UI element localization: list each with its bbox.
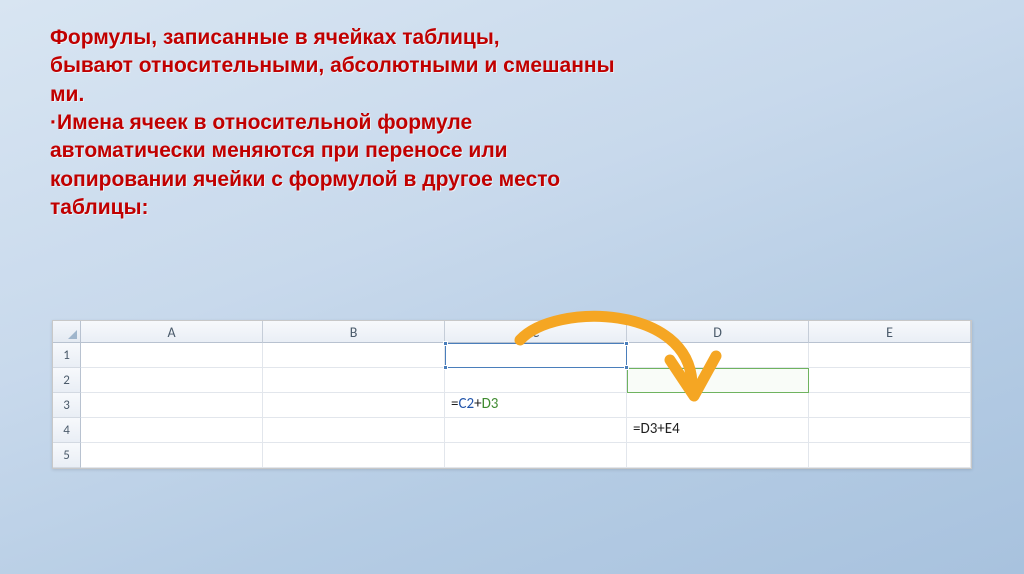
cell-B3[interactable] xyxy=(263,393,445,418)
col-header-A[interactable]: A xyxy=(81,321,263,343)
column-header-row: A B C D E xyxy=(53,321,971,343)
row-header-1[interactable]: 1 xyxy=(53,343,81,368)
row-3: 3 =C2+D3 xyxy=(53,393,971,418)
heading-line-6: копировании ячейки с формулой в другое м… xyxy=(50,168,560,191)
cell-C4[interactable] xyxy=(445,418,627,443)
heading-line-4: ·Имена ячеек в относительной формуле xyxy=(50,111,472,134)
select-all-corner[interactable] xyxy=(53,321,81,343)
cell-C3-plus: + xyxy=(474,395,481,413)
col-header-E[interactable]: E xyxy=(809,321,971,343)
cell-B1[interactable] xyxy=(263,343,445,368)
cell-C5[interactable] xyxy=(445,443,627,468)
heading-line-2: бывают относительными, абсолютными и сме… xyxy=(50,54,615,77)
cell-C3-ref1: C2 xyxy=(458,395,474,413)
cell-A3[interactable] xyxy=(81,393,263,418)
cell-C1[interactable] xyxy=(445,343,627,368)
cell-A1[interactable] xyxy=(81,343,263,368)
col-header-C[interactable]: C xyxy=(445,321,627,343)
heading-line-3: ми. xyxy=(50,83,84,106)
row-1: 1 xyxy=(53,343,971,368)
cell-E4[interactable] xyxy=(809,418,971,443)
cell-B2[interactable] xyxy=(263,368,445,393)
cell-D1[interactable] xyxy=(627,343,809,368)
col-header-B[interactable]: B xyxy=(263,321,445,343)
cell-D4[interactable]: =D3+E4 xyxy=(627,418,809,443)
spreadsheet: A B C D E 1 2 3 =C2+D3 4 =D3 xyxy=(52,320,972,469)
range-ref-green-D3 xyxy=(627,368,809,393)
col-header-D[interactable]: D xyxy=(627,321,809,343)
cell-E1[interactable] xyxy=(809,343,971,368)
row-header-5[interactable]: 5 xyxy=(53,443,81,468)
row-header-2[interactable]: 2 xyxy=(53,368,81,393)
cell-D4-text: =D3+E4 xyxy=(633,420,680,438)
cell-D3[interactable] xyxy=(627,393,809,418)
cell-D5[interactable] xyxy=(627,443,809,468)
heading-line-5: автоматически меняются при переносе или xyxy=(50,139,508,162)
cell-B5[interactable] xyxy=(263,443,445,468)
cell-C3-ref2: D3 xyxy=(482,395,499,413)
cell-B4[interactable] xyxy=(263,418,445,443)
cell-C2[interactable] xyxy=(445,368,627,393)
cell-A4[interactable] xyxy=(81,418,263,443)
row-5: 5 xyxy=(53,443,971,468)
row-header-4[interactable]: 4 xyxy=(53,418,81,443)
cell-E2[interactable] xyxy=(809,368,971,393)
cell-E3[interactable] xyxy=(809,393,971,418)
heading-line-1: Формулы, записанные в ячейках таблицы, xyxy=(50,26,500,49)
cell-E5[interactable] xyxy=(809,443,971,468)
row-header-3[interactable]: 3 xyxy=(53,393,81,418)
cell-C3[interactable]: =C2+D3 xyxy=(445,393,627,418)
row-2: 2 xyxy=(53,368,971,393)
slide-heading: Формулы, записанные в ячейках таблицы, б… xyxy=(50,24,670,222)
heading-line-7: таблицы: xyxy=(50,196,149,219)
row-4: 4 =D3+E4 xyxy=(53,418,971,443)
cell-A5[interactable] xyxy=(81,443,263,468)
cell-A2[interactable] xyxy=(81,368,263,393)
